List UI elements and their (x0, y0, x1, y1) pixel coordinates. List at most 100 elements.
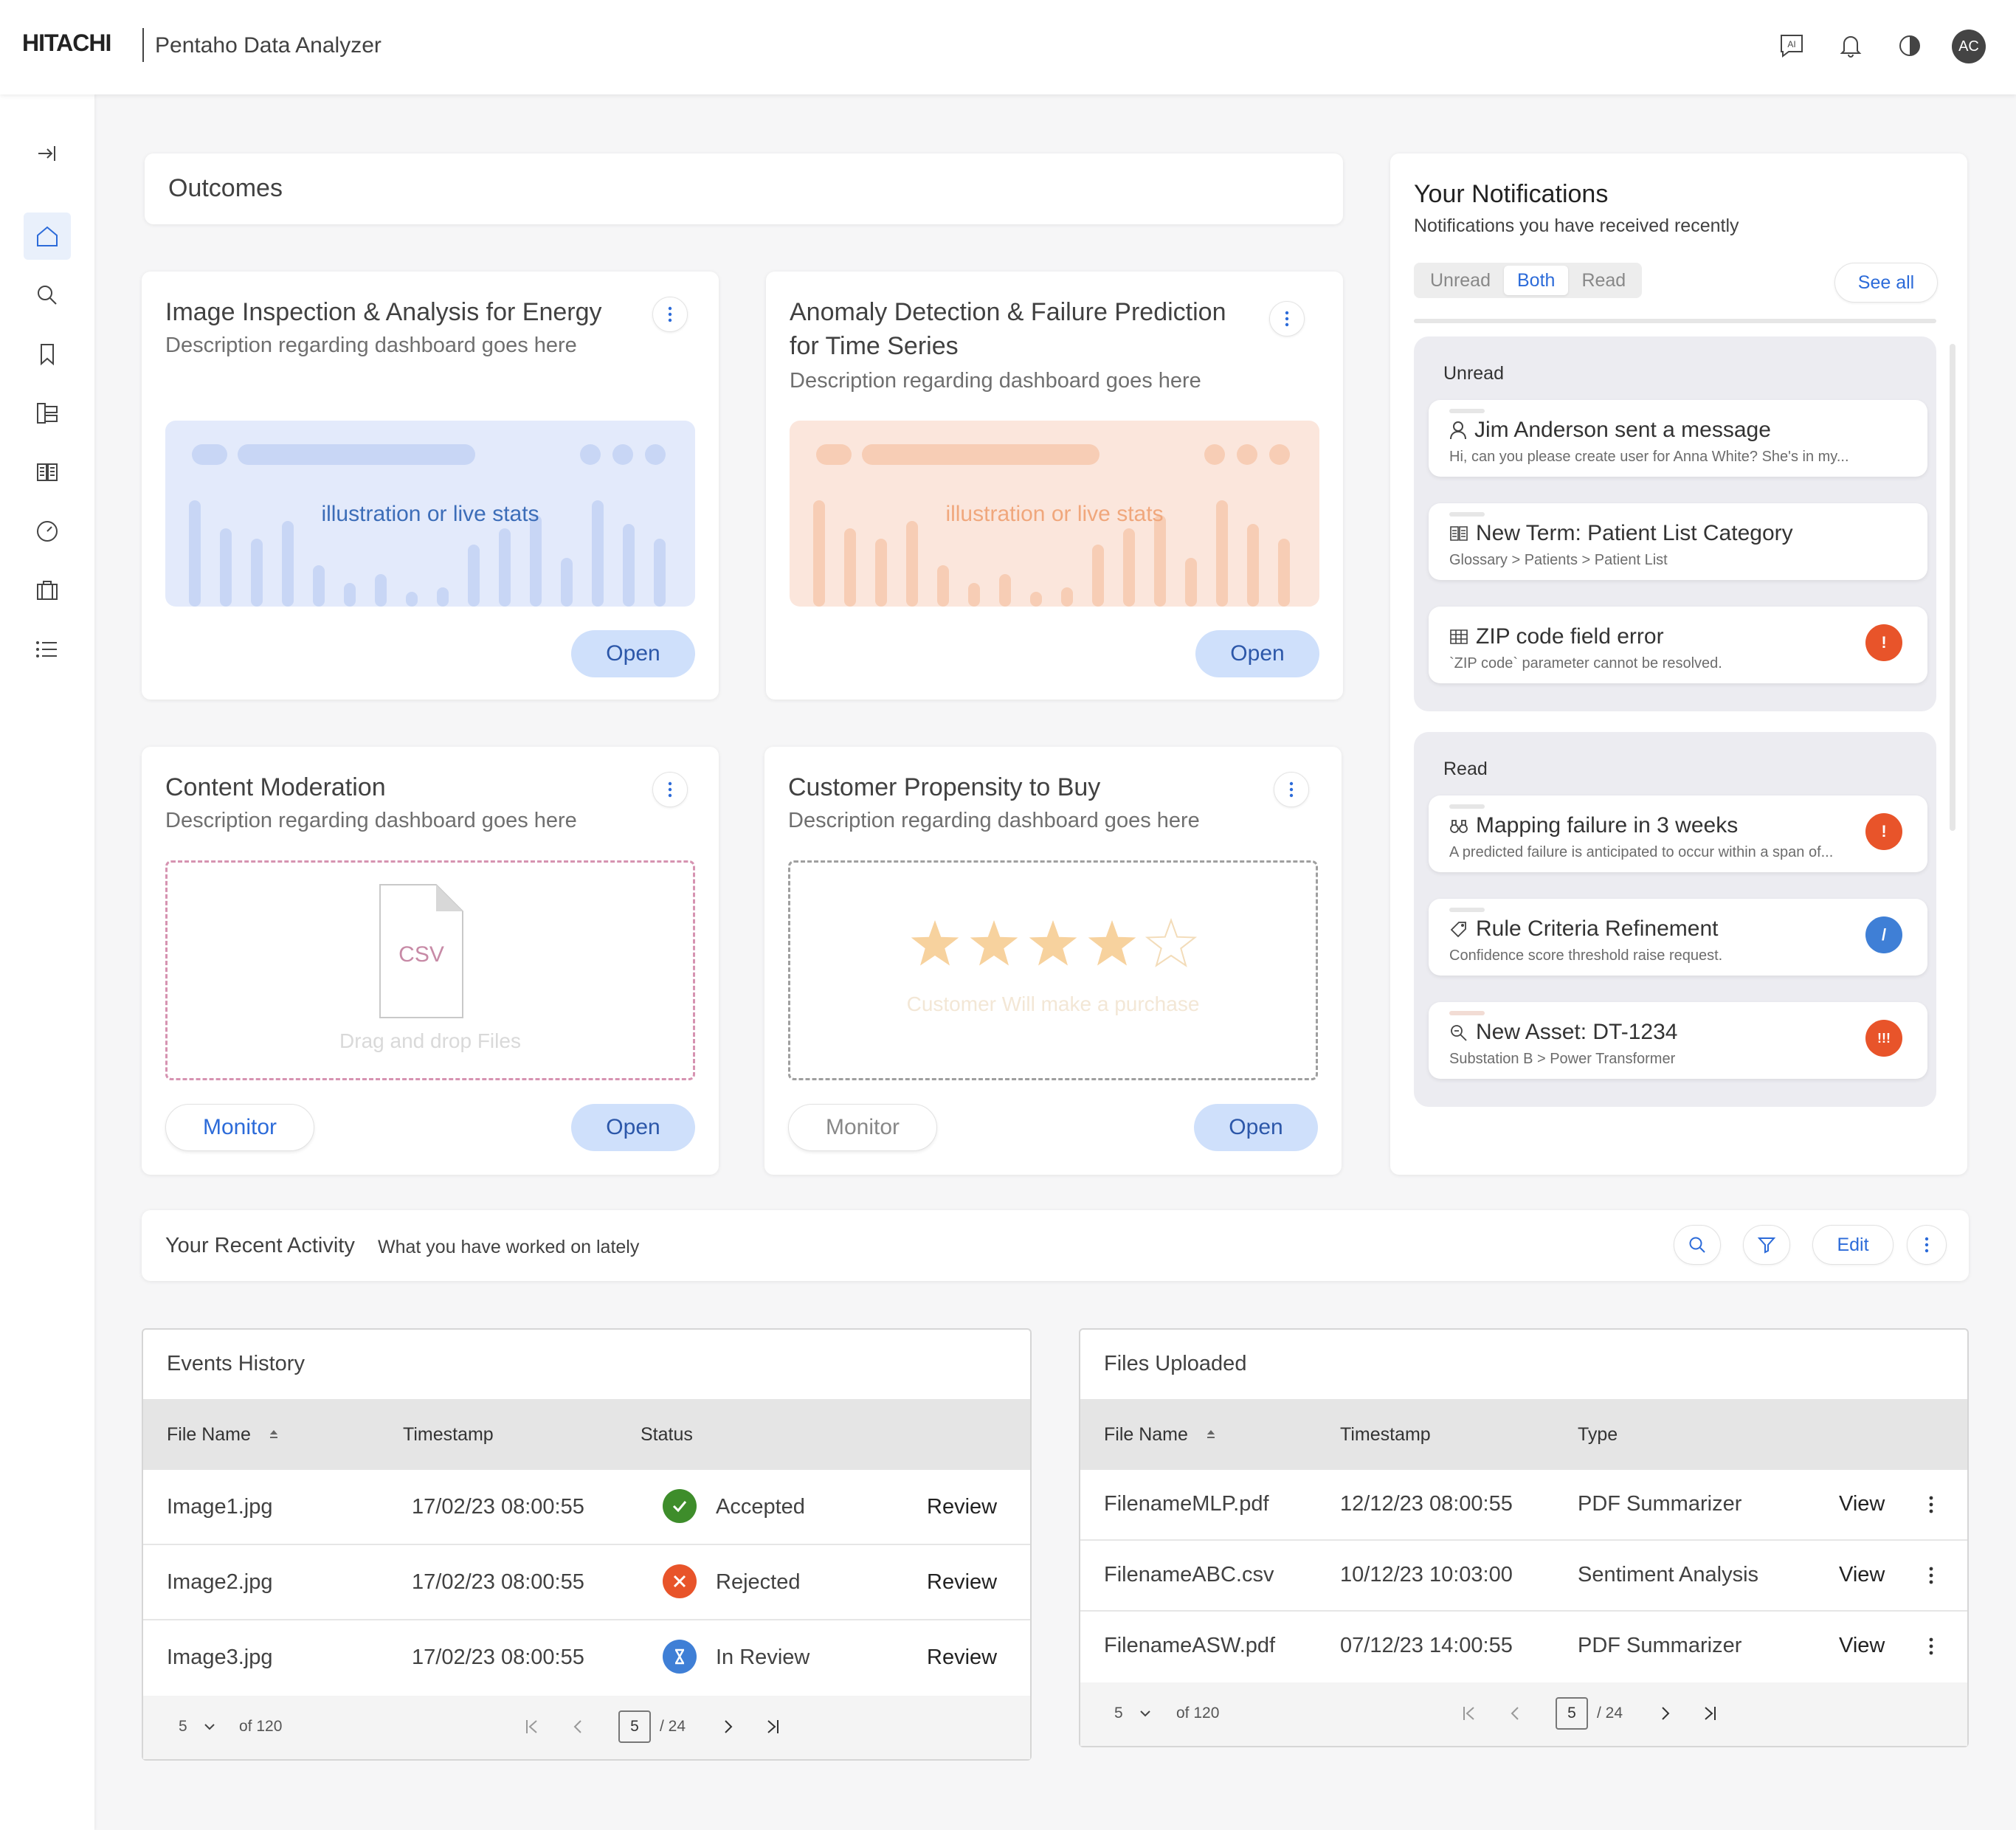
file-name: FilenameABC.csv (1104, 1563, 1274, 1586)
more-options-icon[interactable] (652, 772, 688, 807)
timestamp: 12/12/23 08:00:55 (1340, 1492, 1513, 1516)
view-link[interactable]: View (1839, 1492, 1885, 1516)
book-icon[interactable] (24, 449, 71, 496)
type: Sentiment Analysis (1578, 1563, 1759, 1586)
dashboard-card-content-moderation: Content Moderation Description regarding… (142, 747, 719, 1175)
notification-tabs: Unread Both Read (1414, 263, 1643, 298)
chevron-down-icon[interactable] (1138, 1706, 1153, 1721)
dashboard-card-customer-propensity: Customer Propensity to Buy Description r… (764, 747, 1342, 1175)
see-all-button[interactable]: See all (1834, 263, 1938, 303)
pagination: 5 of 120 5 / 24 (1080, 1682, 1967, 1746)
notification-subtitle: Confidence score threshold raise request… (1449, 947, 1723, 964)
search-icon[interactable] (24, 272, 71, 319)
svg-text:AI: AI (1787, 39, 1795, 49)
page-size-value[interactable]: 5 (179, 1718, 187, 1735)
column-file-name[interactable]: File Name (167, 1424, 280, 1446)
more-options-icon[interactable] (1907, 1225, 1947, 1265)
bell-icon[interactable] (1833, 28, 1868, 63)
notification-item[interactable]: ZIP code field error `ZIP code` paramete… (1429, 607, 1927, 683)
page-size-value[interactable]: 5 (1114, 1705, 1123, 1722)
list-icon[interactable] (24, 626, 71, 673)
briefcase-icon[interactable] (24, 567, 71, 614)
open-button[interactable]: Open (1195, 630, 1319, 677)
open-button[interactable]: Open (571, 1104, 695, 1151)
more-options-icon[interactable] (1269, 301, 1305, 336)
sort-icon (269, 1429, 277, 1438)
search-icon[interactable] (1674, 1225, 1721, 1265)
edit-button[interactable]: Edit (1812, 1225, 1894, 1265)
notification-item[interactable]: Mapping failure in 3 weeks A predicted f… (1429, 795, 1927, 872)
sidebar (0, 94, 94, 1830)
filter-icon[interactable] (1743, 1225, 1790, 1265)
notification-item[interactable]: New Term: Patient List Category Glossary… (1429, 503, 1927, 580)
open-button[interactable]: Open (571, 630, 695, 677)
file-drop-zone[interactable]: CSV Drag and drop Files (165, 860, 695, 1080)
home-icon[interactable] (24, 213, 71, 260)
page-number-input[interactable]: 5 (1556, 1697, 1588, 1730)
total-pages: / 24 (1597, 1705, 1623, 1722)
page-number-input[interactable]: 5 (618, 1710, 651, 1743)
illustration-placeholder: illustration or live stats (790, 421, 1319, 607)
more-options-icon[interactable] (1929, 1495, 1933, 1514)
accepted-check-icon (663, 1489, 697, 1523)
column-type[interactable]: Type (1578, 1424, 1618, 1445)
view-link[interactable]: View (1839, 1634, 1885, 1657)
status-text: Rejected (716, 1570, 801, 1594)
more-options-icon[interactable] (1929, 1637, 1933, 1656)
last-page-icon[interactable] (1702, 1705, 1718, 1722)
critical-badge-icon: !!! (1865, 1020, 1902, 1057)
next-page-icon[interactable] (1657, 1705, 1674, 1722)
read-group-title: Read (1443, 759, 1488, 779)
files-title: Files Uploaded (1104, 1352, 1247, 1375)
table-row: Image2.jpg 17/02/23 08:00:55 Rejected Re… (143, 1545, 1030, 1620)
more-options-icon[interactable] (652, 297, 688, 332)
type: PDF Summarizer (1578, 1634, 1742, 1657)
theme-toggle-icon[interactable] (1892, 28, 1927, 63)
column-status[interactable]: Status (641, 1424, 693, 1445)
unread-group: Unread Jim Anderson sent a message Hi, c… (1414, 336, 1936, 711)
notifications-panel: Your Notifications Notifications you hav… (1390, 153, 1967, 1175)
notification-subtitle: `ZIP code` parameter cannot be resolved. (1449, 655, 1722, 671)
avatar[interactable]: AC (1952, 30, 1986, 63)
tab-read[interactable]: Read (1581, 269, 1626, 291)
last-page-icon[interactable] (764, 1718, 781, 1736)
ai-assistant-icon[interactable]: AI (1774, 28, 1809, 63)
review-link[interactable]: Review (927, 1646, 998, 1669)
file-name: Image1.jpg (167, 1495, 273, 1519)
notification-item[interactable]: New Asset: DT-1234 Substation B > Power … (1429, 1002, 1927, 1079)
first-page-icon[interactable] (524, 1718, 540, 1736)
tab-unread[interactable]: Unread (1430, 269, 1491, 291)
read-group: Read Mapping failure in 3 weeks A predic… (1414, 732, 1936, 1107)
binoculars-icon (1450, 820, 1468, 833)
notification-title: Rule Criteria Refinement (1476, 916, 1719, 941)
column-file-name[interactable]: File Name (1104, 1424, 1218, 1446)
monitor-button[interactable]: Monitor (165, 1104, 314, 1151)
app-title: Pentaho Data Analyzer (155, 33, 382, 58)
more-options-icon[interactable] (1274, 772, 1309, 807)
chevron-down-icon[interactable] (202, 1719, 217, 1734)
next-page-icon[interactable] (720, 1718, 736, 1736)
open-button[interactable]: Open (1194, 1104, 1318, 1151)
first-page-icon[interactable] (1461, 1705, 1477, 1722)
monitor-button[interactable]: Monitor (788, 1104, 937, 1151)
prev-page-icon[interactable] (570, 1718, 586, 1736)
column-timestamp[interactable]: Timestamp (1340, 1424, 1431, 1445)
scrollbar[interactable] (1950, 344, 1955, 831)
logo-divider (142, 28, 144, 62)
notification-item[interactable]: Rule Criteria Refinement Confidence scor… (1429, 899, 1927, 976)
user-icon (1450, 421, 1466, 440)
hierarchy-icon[interactable] (24, 390, 71, 437)
illustration-placeholder: illustration or live stats (165, 421, 695, 607)
total-count: of 120 (239, 1718, 283, 1735)
view-link[interactable]: View (1839, 1563, 1885, 1586)
notification-item[interactable]: Jim Anderson sent a message Hi, can you … (1429, 400, 1927, 477)
collapse-sidebar-icon[interactable] (24, 130, 71, 177)
tab-both[interactable]: Both (1504, 266, 1569, 295)
column-timestamp[interactable]: Timestamp (403, 1424, 494, 1445)
review-link[interactable]: Review (927, 1570, 998, 1594)
speedometer-icon[interactable] (24, 508, 71, 555)
review-link[interactable]: Review (927, 1495, 998, 1519)
more-options-icon[interactable] (1929, 1566, 1933, 1585)
bookmark-icon[interactable] (24, 331, 71, 378)
prev-page-icon[interactable] (1507, 1705, 1523, 1722)
